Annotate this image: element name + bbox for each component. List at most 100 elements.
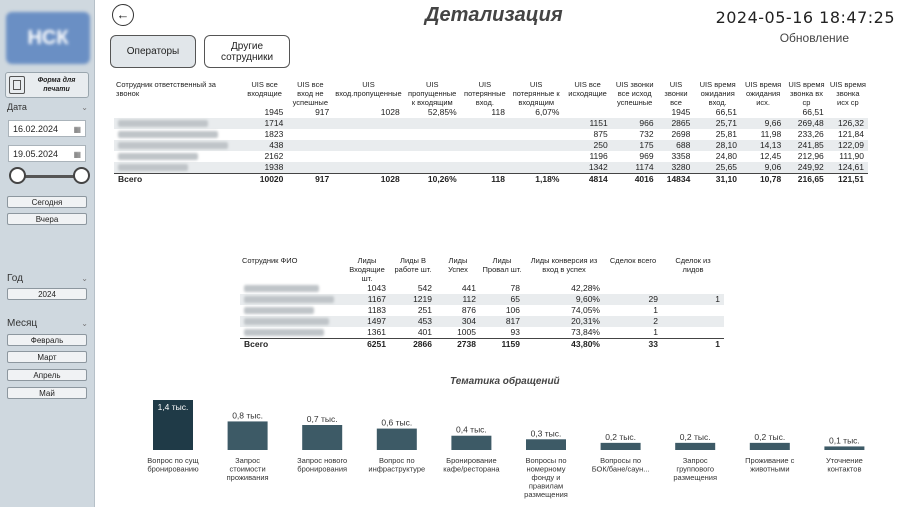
table-cell: [403, 118, 461, 129]
table-cell: 29: [604, 294, 662, 305]
calendar-icon[interactable]: ▦: [73, 150, 81, 159]
column-header[interactable]: UIS время звонка вх ср: [788, 80, 825, 107]
column-header[interactable]: Лиды Успех: [448, 256, 468, 274]
print-form-button[interactable]: Форма для печати: [5, 72, 89, 98]
table-row[interactable]: 1945 917 1028 52,85% 118 6,07% 1945 66,51 66,51: [114, 107, 868, 118]
column-header[interactable]: UIS вход.пропущенные: [335, 80, 402, 98]
column-header[interactable]: Лиды Провал шт.: [482, 256, 522, 274]
table-row[interactable]: 1167 1219 112 65 9,60% 29 1: [240, 294, 724, 305]
data-label: 0,1 тыс.: [829, 435, 860, 445]
employee-name-redacted: [240, 283, 344, 294]
table-cell: 122,09: [827, 140, 868, 151]
chart-bar[interactable]: [227, 421, 268, 450]
chevron-down-icon[interactable]: ⌄: [81, 319, 88, 328]
column-header[interactable]: UIS все вход не успешные: [292, 80, 328, 107]
column-header[interactable]: UIS пропущенные к входящим: [408, 80, 457, 107]
chart-bar[interactable]: [302, 425, 343, 450]
total-cell: 2866: [390, 338, 436, 350]
table-row[interactable]: 1183 251 876 106 74,05% 1: [240, 305, 724, 316]
chart-bar[interactable]: [675, 442, 716, 450]
table-cell: 1497: [344, 316, 390, 327]
table-cell: [333, 162, 404, 174]
column-header[interactable]: UIS время звонка исх ср: [829, 80, 866, 107]
chart-bar[interactable]: [153, 400, 193, 450]
column-header[interactable]: UIS потерянные вход.: [464, 80, 506, 107]
column-header[interactable]: Сотрудник ответственный за звонок: [116, 80, 216, 98]
slider-start-handle[interactable]: [9, 167, 26, 184]
table-cell: 1028: [380, 107, 400, 117]
chart-bar[interactable]: [824, 446, 865, 450]
category-label: Запрос стоимости проживания: [227, 456, 269, 482]
table-row[interactable]: 1361 401 1005 93 73,84% 1: [240, 327, 724, 339]
chart-bar[interactable]: [376, 428, 417, 450]
column-header[interactable]: Сделок из лидов: [675, 256, 711, 274]
calendar-icon[interactable]: ▦: [73, 125, 81, 134]
month-may-button[interactable]: Май: [7, 387, 87, 399]
column-header[interactable]: UIS все входящие: [247, 80, 282, 98]
employee-name-redacted: [240, 316, 344, 327]
table-cell: 3280: [657, 162, 695, 174]
table-row[interactable]: 1714 1151 966 2865 25,71 9,66 269,48 126,32: [114, 118, 868, 129]
table-row[interactable]: 438 250 175 688 28,10 14,13 241,85 122,09: [114, 140, 868, 151]
month-march-button[interactable]: Март: [7, 351, 87, 363]
company-logo: НСК: [6, 12, 90, 64]
table-row[interactable]: 1938 1342 1174 3280 25,65 9,06 249,92 124,61: [114, 162, 868, 174]
category-label: Вопрос по инфраструктуре: [368, 456, 425, 474]
date-to-input[interactable]: 19.05.2024 ▦: [8, 145, 86, 162]
column-header[interactable]: UIS время ожидания исх.: [745, 80, 782, 107]
data-label: 1,4 тыс.: [158, 402, 189, 412]
redacted-name-block: [118, 120, 208, 128]
column-header[interactable]: UIS все исходящие: [568, 80, 607, 98]
column-header[interactable]: UIS потерянные к входящим: [512, 80, 560, 107]
table-cell: 969: [639, 151, 654, 161]
chart-bar[interactable]: [600, 442, 641, 450]
table-cell: 175: [611, 140, 658, 151]
table-row[interactable]: 2162 1196 969 3358 24,80 12,45 212,96 111,90: [114, 151, 868, 162]
tab-operators[interactable]: Операторы: [110, 35, 196, 68]
table-cell: [460, 118, 509, 129]
table-cell: 93: [510, 327, 520, 337]
tab-other-employees[interactable]: Другие сотрудники: [204, 35, 290, 68]
column-header[interactable]: UIS звонки все: [664, 80, 688, 107]
chart-bar[interactable]: [526, 439, 566, 450]
total-cell: 2738: [436, 338, 480, 350]
table-cell: [333, 140, 404, 151]
chart-bar[interactable]: [749, 442, 790, 450]
table-cell: 20,31%: [524, 316, 604, 327]
chevron-down-icon[interactable]: ⌄: [81, 103, 88, 112]
chevron-down-icon[interactable]: ⌄: [81, 274, 88, 283]
table-cell: 74,05%: [571, 305, 600, 315]
month-label: Месяц: [7, 318, 38, 329]
column-header[interactable]: Лиды Входящие шт.: [349, 256, 385, 283]
total-cell: 917: [287, 173, 334, 185]
redacted-name-block: [118, 164, 188, 172]
slider-end-handle[interactable]: [73, 167, 90, 184]
table-row[interactable]: 1823 875 732 2698 25,81 11,98 233,26 121,84: [114, 129, 868, 140]
column-header[interactable]: Лиды В работе шт.: [394, 256, 432, 274]
today-button[interactable]: Сегодня: [7, 196, 87, 208]
column-header[interactable]: UIS время ожидания вход.: [699, 80, 736, 107]
date-range-slider[interactable]: [18, 175, 80, 178]
column-header[interactable]: UIS звонки все исход успешные: [615, 80, 654, 107]
column-header[interactable]: Лиды конверсия из вход в успех: [530, 256, 598, 274]
year-2024-button[interactable]: 2024: [7, 288, 87, 300]
print-form-label: Форма для печати: [37, 77, 76, 93]
table-cell: 2: [604, 316, 662, 327]
column-header[interactable]: Сотрудник ФИО: [242, 256, 298, 265]
table-cell: 438: [241, 140, 288, 151]
month-april-button[interactable]: Апрель: [7, 369, 87, 381]
table-header-row: Сотрудник ответственный за звонок UIS все…: [114, 80, 868, 107]
data-label: 0,3 тыс.: [531, 428, 562, 438]
yesterday-button[interactable]: Вчера: [7, 213, 87, 225]
table-row[interactable]: 1497 453 304 817 20,31% 2: [240, 316, 724, 327]
date-from-value: 16.02.2024: [13, 124, 59, 134]
total-cell: 4016: [611, 173, 658, 185]
date-from-input[interactable]: 16.02.2024 ▦: [8, 120, 86, 137]
month-february-button[interactable]: Февраль: [7, 334, 87, 346]
table-cell: 126,32: [827, 118, 868, 129]
column-header[interactable]: Сделок всего: [609, 256, 657, 265]
table-row[interactable]: 1043 542 441 78 42,28%: [240, 283, 724, 294]
back-arrow-icon[interactable]: ←: [112, 4, 134, 26]
employee-name-redacted: [240, 305, 344, 316]
chart-bar[interactable]: [451, 435, 492, 450]
